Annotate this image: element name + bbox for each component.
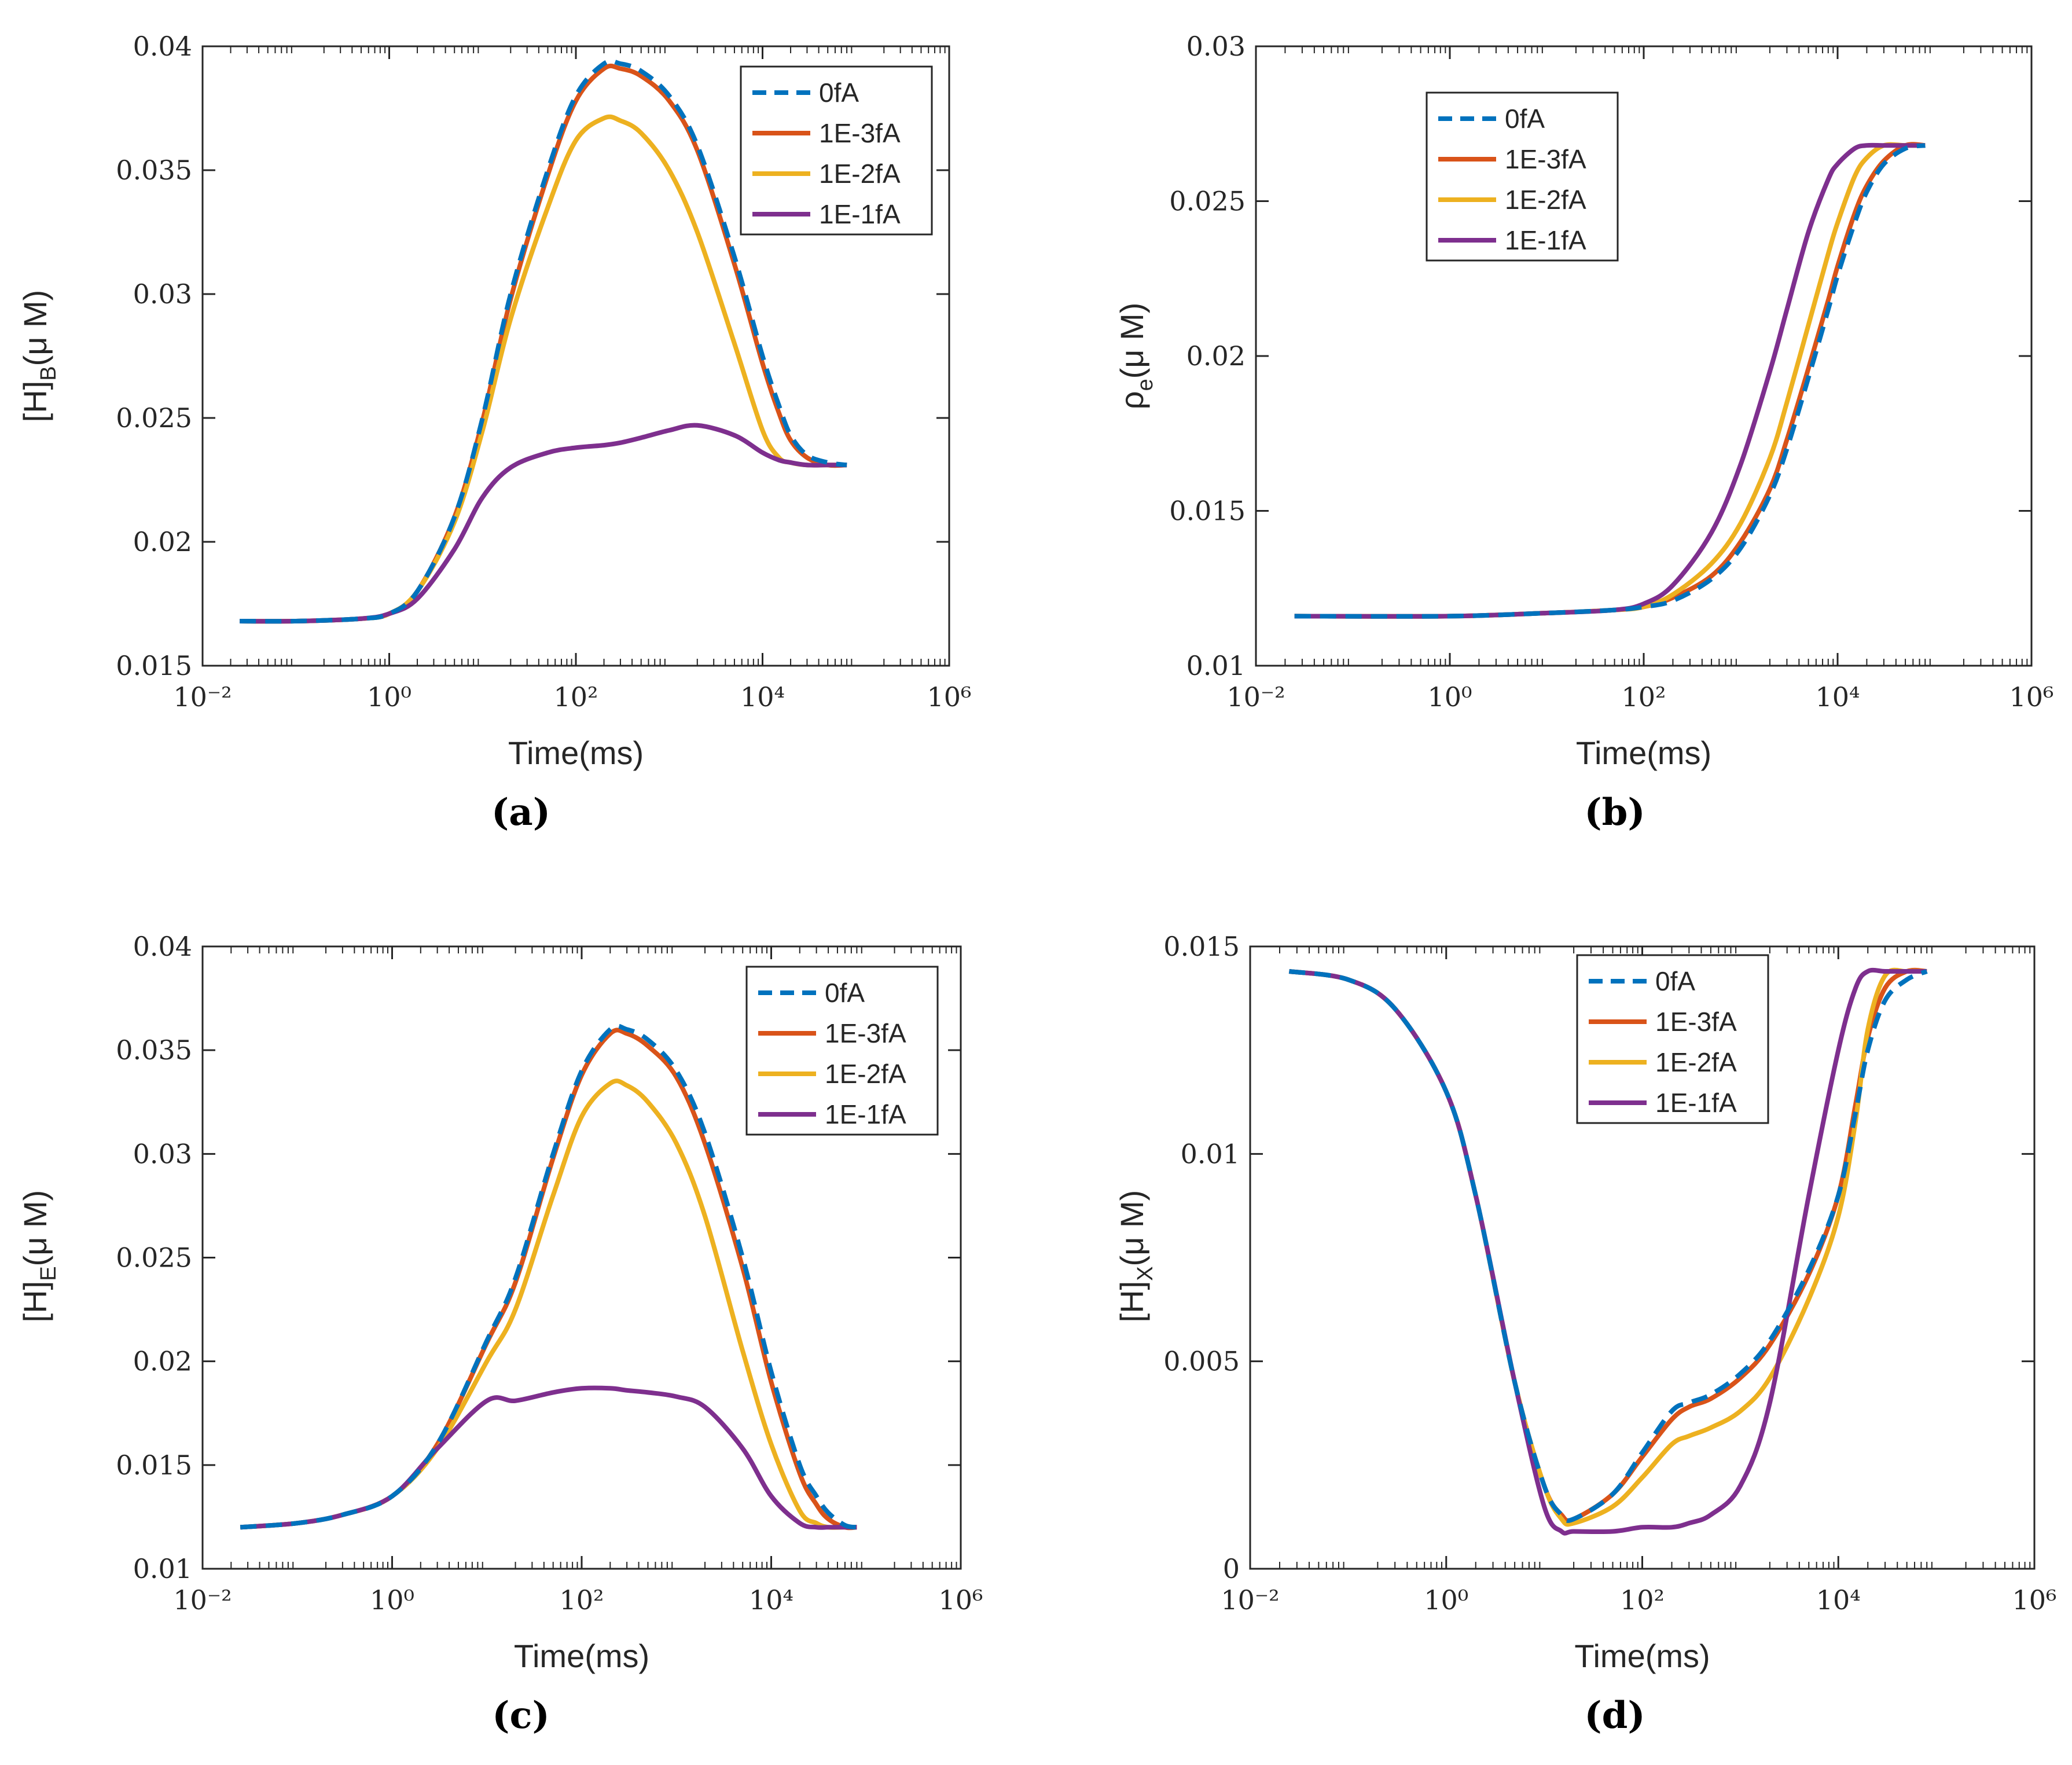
y-tick-label: 0.03 [133, 278, 192, 310]
y-axis-label: [H]E(μ M) [17, 1190, 61, 1323]
legend-label-0fA: 0fA [825, 978, 865, 1008]
legend-label-1E-1fA: 1E-1fA [1505, 225, 1586, 255]
x-tick-label: 10⁻² [173, 681, 232, 713]
legend-box [745, 966, 939, 1136]
y-tick-label: 0.015 [1169, 496, 1246, 527]
legend-label-1E-1fA: 1E-1fA [1655, 1088, 1737, 1118]
series-line-1E-1fA [1288, 967, 1927, 1536]
panel-caption-c: (c) [492, 1694, 550, 1737]
y-axis-label: ρe(μ M) [1114, 303, 1158, 410]
y-tick-label: 0.025 [116, 1242, 192, 1274]
series-line-1E-1fA [1294, 142, 1926, 619]
legend-label-1E-1fA: 1E-1fA [825, 1099, 906, 1129]
legend-a: 0fA 1E-3fA 1E-2fA 1E-1fA [740, 65, 933, 236]
y-tick-label: 0.005 [1163, 1346, 1240, 1377]
chart-panel-d: 10⁻² 10⁰ 10² 10⁴ 10⁶ 0 0.005 0.01 0.015 Time(ms) [… [1114, 931, 2056, 1737]
x-axis-label: Time(ms) [1574, 1638, 1710, 1674]
series-group-c [240, 1023, 858, 1531]
y-tick-label: 0.025 [116, 402, 192, 434]
legend-box [740, 65, 933, 236]
legend-box [1576, 954, 1769, 1124]
legend-label-1E-2fA: 1E-2fA [1655, 1047, 1737, 1077]
legend-label-1E-3fA: 1E-3fA [1655, 1007, 1737, 1037]
legend-d: 0fA 1E-3fA 1E-2fA 1E-1fA [1576, 954, 1769, 1124]
series-line-0fA [240, 1023, 858, 1530]
legend-label-1E-3fA: 1E-3fA [1505, 144, 1586, 174]
panel-caption-b: (b) [1584, 791, 1645, 834]
series-line-0fA [240, 58, 847, 624]
legend-label-1E-2fA: 1E-2fA [819, 159, 901, 189]
y-tick-label: 0.02 [133, 526, 192, 557]
x-tick-label: 10⁴ [1816, 1584, 1861, 1616]
panel-caption-d: (d) [1584, 1694, 1645, 1737]
legend-label-1E-3fA: 1E-3fA [819, 118, 901, 148]
x-tick-label: 10⁶ [2012, 1584, 2057, 1616]
y-tick-label: 0.01 [1186, 650, 1246, 681]
y-tick-label: 0.015 [116, 650, 192, 681]
x-tick-label: 10⁻² [1226, 681, 1285, 713]
x-tick-label: 10⁴ [740, 681, 785, 713]
y-axis-label: [H]X(μ M) [1114, 1190, 1158, 1323]
y-tick-label: 0.015 [116, 1450, 192, 1481]
legend-b: 0fA 1E-3fA 1E-2fA 1E-1fA [1426, 91, 1619, 262]
y-tick-label: 0 [1223, 1553, 1240, 1584]
y-axis-label: [H]B(μ M) [17, 290, 61, 423]
y-tick-label: 0.04 [133, 931, 192, 962]
legend-label-1E-3fA: 1E-3fA [825, 1018, 906, 1048]
y-tick-label: 0.03 [133, 1138, 192, 1169]
series-group-b [1294, 142, 1926, 619]
chart-panel-c: 10⁻² 10⁰ 10² 10⁴ 10⁶ 0.01 0.015 0.02 0.025 0.03 0.… [17, 931, 983, 1737]
series-group-d [1288, 967, 1928, 1536]
x-tick-label: 10⁴ [749, 1584, 793, 1616]
x-tick-label: 10⁰ [1428, 681, 1472, 713]
x-axis-label: Time(ms) [514, 1638, 649, 1674]
y-tick-label: 0.025 [1169, 186, 1246, 217]
x-tick-label: 10⁰ [370, 1584, 414, 1616]
x-tick-label: 10⁶ [927, 681, 972, 713]
y-tick-label: 0.015 [1163, 931, 1240, 962]
legend-c: 0fA 1E-3fA 1E-2fA 1E-1fA [745, 966, 939, 1136]
y-tick-label: 0.01 [133, 1553, 192, 1584]
x-tick-label: 10⁻² [173, 1584, 232, 1616]
plot-area-b [1255, 45, 2033, 667]
x-tick-label: 10⁰ [1424, 1584, 1468, 1616]
x-tick-label: 10² [1620, 1584, 1665, 1616]
legend-label-0fA: 0fA [1505, 104, 1545, 134]
x-axis-label: Time(ms) [508, 735, 644, 771]
series-group-a [240, 58, 847, 624]
legend-label-1E-2fA: 1E-2fA [1505, 185, 1586, 215]
y-tick-label: 0.02 [133, 1346, 192, 1377]
x-tick-label: 10⁴ [1816, 681, 1860, 713]
legend-box [1426, 91, 1619, 262]
x-axis-label: Time(ms) [1576, 735, 1711, 771]
legend-label-1E-1fA: 1E-1fA [819, 199, 901, 229]
y-tick-label: 0.04 [133, 31, 192, 62]
y-tick-label: 0.035 [116, 155, 192, 186]
y-tick-label: 0.01 [1181, 1138, 1240, 1169]
chart-panel-a: 10⁻² 10⁰ 10² 10⁴ 10⁶ 0.015 0.02 0.025 0.03 0.035 0… [17, 31, 971, 834]
series-line-0fA [1288, 969, 1928, 1523]
legend-label-0fA: 0fA [819, 78, 859, 108]
x-tick-label: 10⁻² [1221, 1584, 1279, 1616]
x-tick-label: 10⁶ [939, 1584, 983, 1616]
y-tick-label: 0.03 [1186, 31, 1246, 62]
x-tick-label: 10² [1622, 681, 1666, 713]
y-tick-label: 0.02 [1186, 340, 1246, 372]
legend-label-1E-2fA: 1E-2fA [825, 1059, 906, 1089]
x-tick-label: 10² [554, 681, 598, 713]
x-tick-label: 10² [560, 1584, 604, 1616]
x-tick-label: 10⁰ [367, 681, 412, 713]
y-tick-label: 0.035 [116, 1034, 192, 1066]
legend-label-0fA: 0fA [1655, 966, 1695, 996]
panel-caption-a: (a) [491, 791, 550, 834]
chart-panel-b: 10⁻² 10⁰ 10² 10⁴ 10⁶ 0.01 0.015 0.02 0.025 0.03 Ti… [1114, 31, 2053, 834]
x-tick-label: 10⁶ [2009, 681, 2054, 713]
